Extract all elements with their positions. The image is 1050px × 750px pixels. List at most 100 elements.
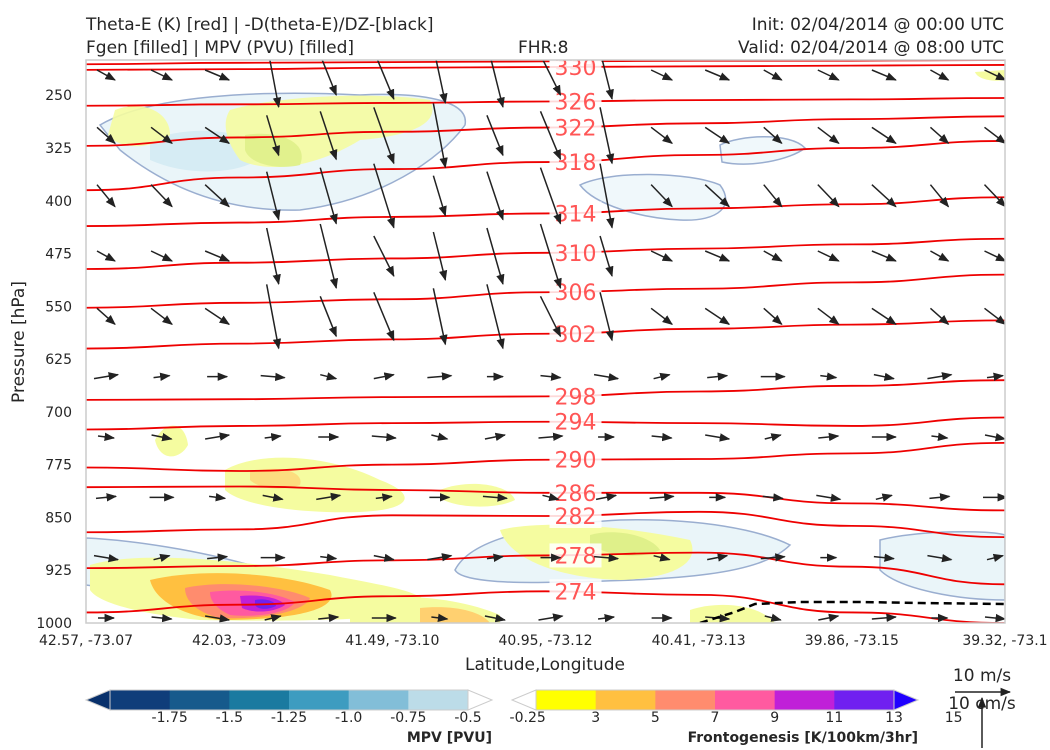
colorbar-segment (536, 690, 597, 710)
wind-vector (650, 250, 674, 262)
wind-vector (435, 60, 448, 105)
wind-vector (486, 553, 504, 563)
wind-vector (986, 553, 1005, 563)
wind-vector (929, 126, 950, 145)
wind-vector (704, 307, 731, 325)
wind-vector (542, 492, 560, 502)
wind-vector (373, 163, 396, 229)
colorbar-tick: 7 (711, 710, 720, 726)
plot-frame (85, 59, 1006, 624)
wind-vector (650, 126, 673, 144)
theta-e-contours: 3343303263223183143103063022982942902862… (86, 60, 1005, 623)
theta-e-label-bg (549, 579, 602, 604)
theta-e-line (86, 590, 1005, 623)
wind-vector (707, 372, 729, 381)
colorbar-segment (229, 690, 290, 710)
colorbar-tick: 15 (945, 710, 963, 726)
wind-vector (538, 432, 564, 441)
colorbar-segment (655, 690, 716, 710)
x-axis-ticks: 42.57, -73.07 42.03, -73.09 41.49, -73.10 4… (39, 633, 1048, 649)
mpv-colorbar: -1.75 -1.5 -1.25 -1.0 -0.75 -0.5 -0.25 (84, 689, 546, 726)
wind-vector (931, 432, 949, 441)
colorbar-segment (289, 690, 350, 710)
wind-vector (601, 60, 614, 101)
y-axis-label: Pressure [hPa] (9, 281, 29, 403)
wind-vector (484, 432, 506, 441)
wind-vector (204, 250, 231, 262)
wind-vector (817, 69, 840, 81)
wind-vector (151, 613, 173, 623)
wind-vector (265, 284, 282, 350)
theta-e-label: 294 (555, 411, 597, 436)
wind-vector (150, 69, 174, 81)
colorbar-tick: -1.0 (335, 710, 362, 726)
theta-e-line (86, 441, 1005, 472)
wind-vector (595, 493, 618, 502)
wind-vector (150, 126, 173, 144)
wind-vector (764, 613, 782, 622)
wind-vector (871, 307, 897, 325)
wind-vector (427, 553, 453, 562)
y-tick-label: 850 (45, 510, 72, 526)
colorbar-tick: -0.75 (390, 710, 426, 726)
wind-vectors (93, 60, 1005, 623)
wind-vector (763, 184, 783, 208)
theta-e-label: 298 (555, 385, 597, 410)
y-tick-label: 625 (45, 352, 72, 368)
wind-vector (650, 69, 674, 81)
wind-vector (593, 372, 620, 382)
wind-vector (817, 184, 840, 208)
wind-vector (486, 284, 505, 350)
wind-vector (599, 107, 615, 165)
y-tick-label: 325 (45, 141, 72, 157)
wind-vector (320, 553, 338, 562)
wind-vector (96, 126, 116, 145)
wind-vector (207, 553, 229, 562)
colorbar-segment (348, 690, 409, 710)
wind-vector (930, 250, 950, 262)
wind-vector (482, 493, 508, 502)
y-tick-label: 475 (45, 247, 72, 263)
colorbar-arrow (510, 689, 537, 711)
colorbar-tick: 5 (651, 710, 660, 726)
wind-vector (318, 613, 340, 623)
wind-vector (873, 553, 895, 562)
y-tick-label: 250 (45, 88, 72, 104)
colorbar-tick: -1.25 (271, 710, 307, 726)
theta-e-line (86, 551, 1005, 586)
theta-e-line (86, 319, 1005, 350)
wind-vector (650, 307, 673, 325)
wind-vector (818, 432, 840, 442)
colorbar-tick: -1.75 (152, 710, 188, 726)
theta-e-label: 322 (555, 117, 597, 142)
wind-vector (927, 372, 953, 381)
x-tick-label: 39.86, -73.15 (805, 633, 899, 649)
wind-vector (96, 184, 116, 208)
theta-e-line (86, 237, 1005, 270)
theta-e-label-bg (549, 409, 602, 434)
wind-vector (319, 167, 338, 225)
wind-vector (984, 250, 1005, 262)
wind-vector (265, 171, 281, 221)
wind-vector (373, 372, 395, 381)
x-tick-label: 42.57, -73.07 (39, 633, 133, 649)
wind-vector (539, 111, 562, 161)
title-line-2: Fgen [filled] | MPV (PVU) [filled] (86, 38, 355, 58)
wind-vector (486, 115, 504, 157)
x-axis-label: Latitude,Longitude (465, 655, 625, 675)
wind-vector (153, 553, 171, 563)
colorbar-tick: -0.5 (454, 710, 481, 726)
wind-vector (542, 60, 562, 96)
theta-e-line (86, 510, 1005, 539)
theta-e-label-bg (549, 115, 602, 140)
wind-vector (763, 69, 783, 81)
theta-e-line (86, 97, 1005, 107)
wind-vector (209, 492, 227, 502)
wind-vector (927, 553, 953, 563)
wind-vector (205, 432, 231, 441)
colorbar-arrow (467, 689, 494, 711)
wind-vector (651, 432, 673, 442)
wind-vector (818, 613, 840, 622)
wind-vector (265, 115, 280, 157)
wind-vector (649, 492, 675, 502)
